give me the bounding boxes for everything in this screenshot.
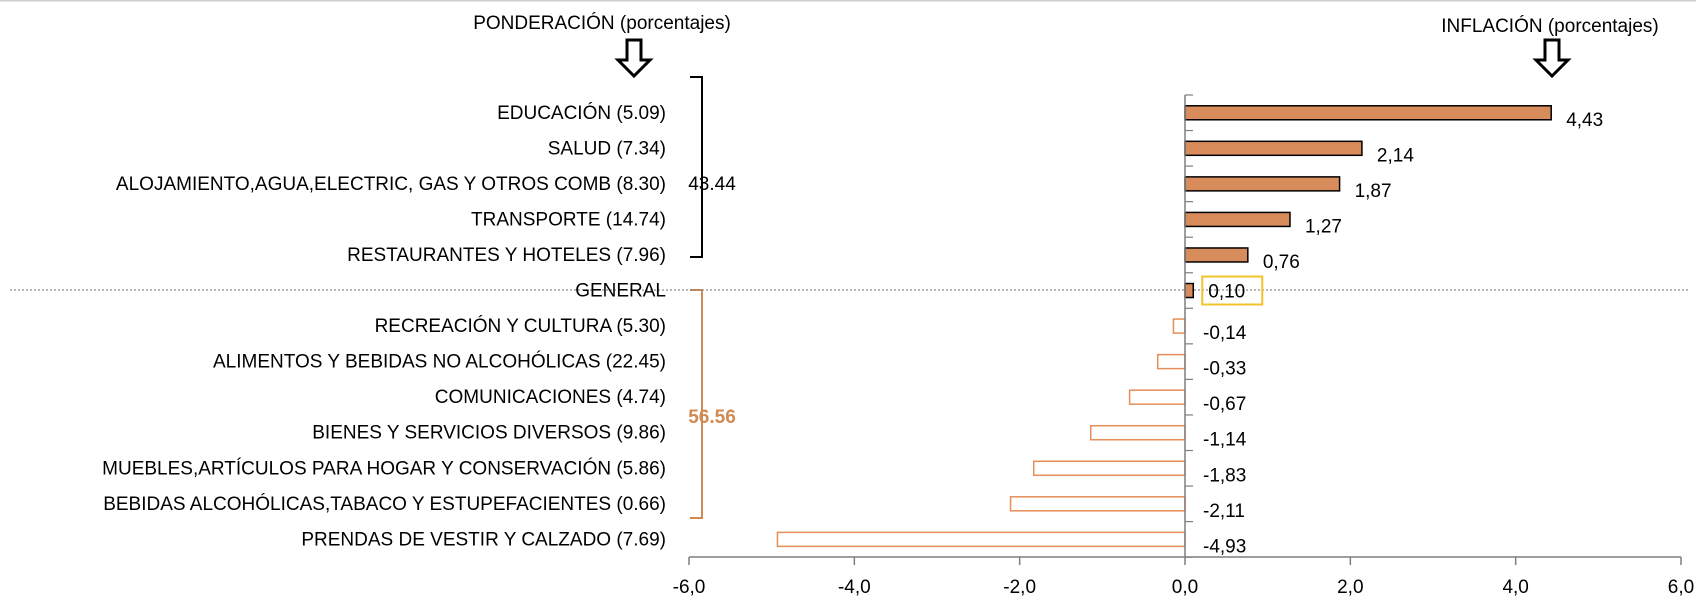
group-total-positive: 43.44	[688, 174, 736, 195]
bar	[1184, 105, 1552, 121]
x-tick-label: -4,0	[838, 577, 871, 598]
category-label: SALUD (7.34)	[548, 138, 666, 159]
x-tick-label: 0,0	[1172, 577, 1198, 598]
bar	[1172, 318, 1186, 334]
down-arrow-right-icon	[1532, 38, 1572, 79]
bar	[1184, 282, 1195, 299]
value-label: 2,14	[1377, 145, 1414, 166]
value-label: -2,11	[1203, 501, 1245, 522]
x-tick-label: 4,0	[1502, 577, 1528, 598]
bar	[1184, 140, 1363, 157]
category-label: RECREACIÓN Y CULTURA (5.30)	[375, 315, 666, 337]
value-label: 4,43	[1566, 110, 1603, 131]
category-label: BEBIDAS ALCOHÓLICAS,TABACO Y ESTUPEFACIE…	[103, 493, 666, 515]
value-label: 0,76	[1263, 252, 1300, 273]
x-tick-label: -2,0	[1003, 577, 1036, 598]
bar	[1184, 176, 1341, 192]
x-tick-label: 6,0	[1668, 577, 1694, 598]
value-label: -1,83	[1203, 465, 1246, 486]
category-label: RESTAURANTES Y HOTELES (7.96)	[347, 245, 666, 266]
category-label: ALOJAMIENTO,AGUA,ELECTRIC, GAS Y OTROS C…	[116, 174, 666, 195]
category-label: BIENES Y SERVICIOS DIVERSOS (9.86)	[312, 423, 666, 444]
x-tick-label: 2,0	[1337, 577, 1363, 598]
value-label: 1,87	[1355, 181, 1392, 202]
bar	[1184, 247, 1249, 263]
value-label: -0,14	[1203, 323, 1247, 344]
group-total-negative: 56.56	[688, 407, 736, 428]
category-label: COMUNICACIONES (4.74)	[435, 387, 666, 408]
category-label: TRANSPORTE (14.74)	[471, 209, 666, 230]
header-ponderacion: PONDERACIÓN (porcentajes)	[473, 12, 731, 34]
bar	[1009, 496, 1186, 512]
bar	[1032, 460, 1186, 477]
x-tick-label: -6,0	[673, 577, 706, 598]
value-label: 0,10	[1208, 282, 1245, 303]
header-inflacion: INFLACIÓN (porcentajes)	[1441, 15, 1659, 37]
group-bracket-positive	[690, 76, 703, 258]
bar	[1128, 389, 1186, 405]
value-label: -0,67	[1203, 394, 1246, 415]
value-label: -1,14	[1203, 430, 1247, 451]
value-label: -0,33	[1203, 359, 1246, 380]
bar	[776, 531, 1186, 548]
category-label: GENERAL	[575, 281, 666, 302]
category-label: ALIMENTOS Y BEBIDAS NO ALCOHÓLICAS (22.4…	[213, 351, 666, 373]
bar	[1156, 353, 1186, 370]
highlight-box	[1201, 275, 1264, 306]
value-label: -4,93	[1203, 536, 1246, 557]
group-bracket-negative	[690, 289, 703, 519]
category-label: PRENDAS DE VESTIR Y CALZADO (7.69)	[301, 529, 666, 550]
down-arrow-left-icon	[614, 38, 654, 79]
bar	[1090, 424, 1186, 441]
value-label: 1,27	[1305, 216, 1342, 237]
category-label: MUEBLES,ARTÍCULOS PARA HOGAR Y CONSERVAC…	[102, 457, 666, 479]
bar	[1184, 211, 1291, 228]
category-label: EDUCACIÓN (5.09)	[497, 102, 666, 124]
